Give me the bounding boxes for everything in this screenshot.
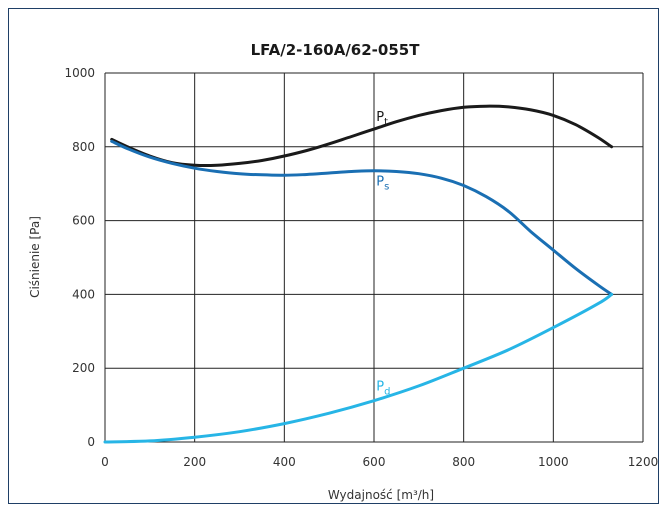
x-axis-label: Wydajność [m³/h] [328,488,434,502]
tick-labels: 0 200 400 600 800 1000 1200 0 200 400 600 800 1000 [64,66,658,469]
series-line-ps [110,139,614,296]
series-label-pt: Pt [376,110,388,128]
grid [104,72,644,443]
y-axis-label: Ciśnienie [Pa] [28,216,42,298]
x-tick-label: 1200 [628,455,659,469]
series-label-pd: Pd [376,379,390,397]
chart-title: LFA/2-160A/62-055T [251,41,421,59]
x-tick-label: 1000 [538,455,569,469]
x-tick-label: 800 [452,455,475,469]
chart-frame: LFA/2-160A/62-055T 0 200 400 600 800 1000 1200… [8,8,659,504]
y-tick-label: 600 [72,214,95,228]
y-tick-label: 0 [87,435,95,449]
x-tick-label: 200 [183,455,206,469]
x-tick-label: 600 [363,455,386,469]
series-labels: Pt Ps Pd [376,110,390,397]
y-tick-label: 200 [72,361,95,375]
series-line-pd [103,292,614,444]
series-label-ps: Ps [376,175,389,193]
chart: LFA/2-160A/62-055T 0 200 400 600 800 1000 1200… [28,41,658,502]
x-tick-label: 400 [273,455,296,469]
series-lines [103,104,614,444]
y-tick-label: 400 [72,287,95,301]
y-tick-label: 1000 [64,66,95,80]
series-line-pt [110,104,614,168]
y-tick-label: 800 [72,140,95,154]
x-tick-label: 0 [101,455,109,469]
